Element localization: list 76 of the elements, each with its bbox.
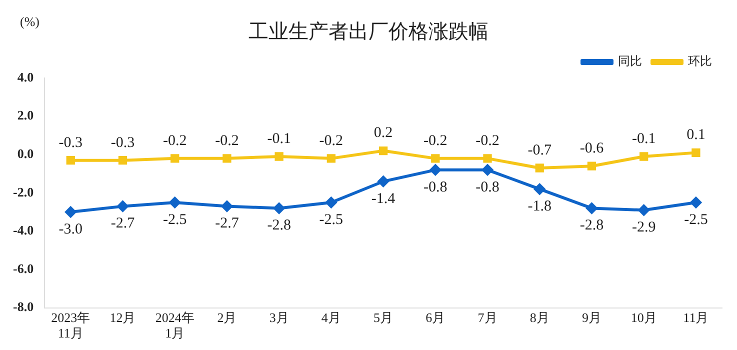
y-tick-label: -4.0: [12, 222, 34, 238]
x-tick-label: 2023年 11月: [51, 310, 90, 341]
x-tick-label: 4月: [321, 310, 341, 326]
data-label: -2.8: [580, 218, 604, 234]
data-label: -2.7: [215, 216, 240, 232]
x-tick-label: 11月: [683, 310, 709, 326]
data-label: -0.1: [267, 130, 291, 147]
point: [483, 154, 492, 163]
data-label: -2.8: [267, 218, 291, 234]
data-label: -0.7: [528, 142, 552, 158]
data-label: -1.4: [371, 190, 396, 207]
point: [118, 156, 128, 165]
y-tick-label: 4.0: [17, 69, 34, 84]
x-tick-label: 5月: [374, 310, 394, 326]
data-label: -2.5: [684, 212, 708, 228]
x-tick-label: 10月: [630, 310, 657, 326]
point: [66, 156, 75, 165]
point: [586, 202, 598, 214]
x-tick-label: 9月: [582, 310, 602, 326]
point: [378, 146, 388, 156]
y-tick-label: 0.0: [17, 146, 34, 161]
data-label: -2.9: [632, 220, 656, 236]
chart-title: 工业生产者出厂价格涨跌幅: [248, 19, 488, 43]
y-tick-label: 2.0: [17, 108, 34, 123]
point: [430, 164, 441, 176]
data-label: -0.8: [476, 179, 500, 196]
data-label: -2.5: [319, 212, 344, 228]
x-tick-label: 3月: [269, 310, 289, 326]
point: [378, 176, 389, 187]
point: [170, 154, 180, 163]
point: [692, 148, 700, 158]
point: [326, 196, 337, 208]
point: [587, 162, 596, 170]
data-label: -3.0: [58, 221, 83, 238]
x-tick-label: 8月: [530, 310, 550, 326]
data-label: -0.2: [476, 132, 500, 149]
point: [221, 200, 232, 212]
data-label: -0.1: [632, 130, 656, 147]
point: [274, 202, 285, 214]
data-label: -2.5: [162, 212, 187, 228]
x-tick-label: 2024年 1月: [155, 310, 194, 341]
point: [274, 152, 284, 161]
y-tick-label: -6.0: [12, 260, 34, 276]
point: [638, 204, 650, 216]
point: [482, 164, 494, 176]
point: [326, 154, 336, 163]
data-label: -1.8: [528, 198, 552, 215]
point: [431, 154, 440, 163]
x-tick-label: 2月: [217, 310, 237, 326]
data-label: 0.2: [374, 125, 393, 142]
data-label: -0.8: [424, 179, 448, 196]
point: [117, 200, 128, 212]
data-label: -0.2: [319, 132, 344, 149]
point: [169, 196, 180, 208]
data-label: -2.7: [110, 216, 136, 232]
point: [690, 196, 702, 208]
x-tick-label: 12月: [110, 310, 136, 326]
point: [640, 152, 648, 161]
x-tick-label: 6月: [426, 310, 446, 326]
legend-label: 同比: [618, 54, 642, 68]
x-tick-label: 7月: [478, 310, 498, 326]
y-tick-label: -2.0: [12, 184, 34, 200]
data-label: 0.1: [686, 127, 706, 144]
point: [222, 154, 232, 163]
data-label: -0.2: [424, 132, 448, 149]
point: [65, 206, 76, 218]
data-label: -0.2: [215, 132, 239, 149]
data-label: -0.2: [162, 132, 187, 149]
legend-label: 环比: [688, 54, 712, 68]
data-label: -0.3: [110, 134, 135, 151]
y-tick-label: -8.0: [12, 299, 34, 314]
data-label: -0.3: [58, 134, 83, 151]
data-label: -0.6: [580, 140, 604, 157]
y-axis-title: (%): [20, 14, 40, 30]
point: [535, 164, 544, 172]
point: [534, 184, 546, 195]
